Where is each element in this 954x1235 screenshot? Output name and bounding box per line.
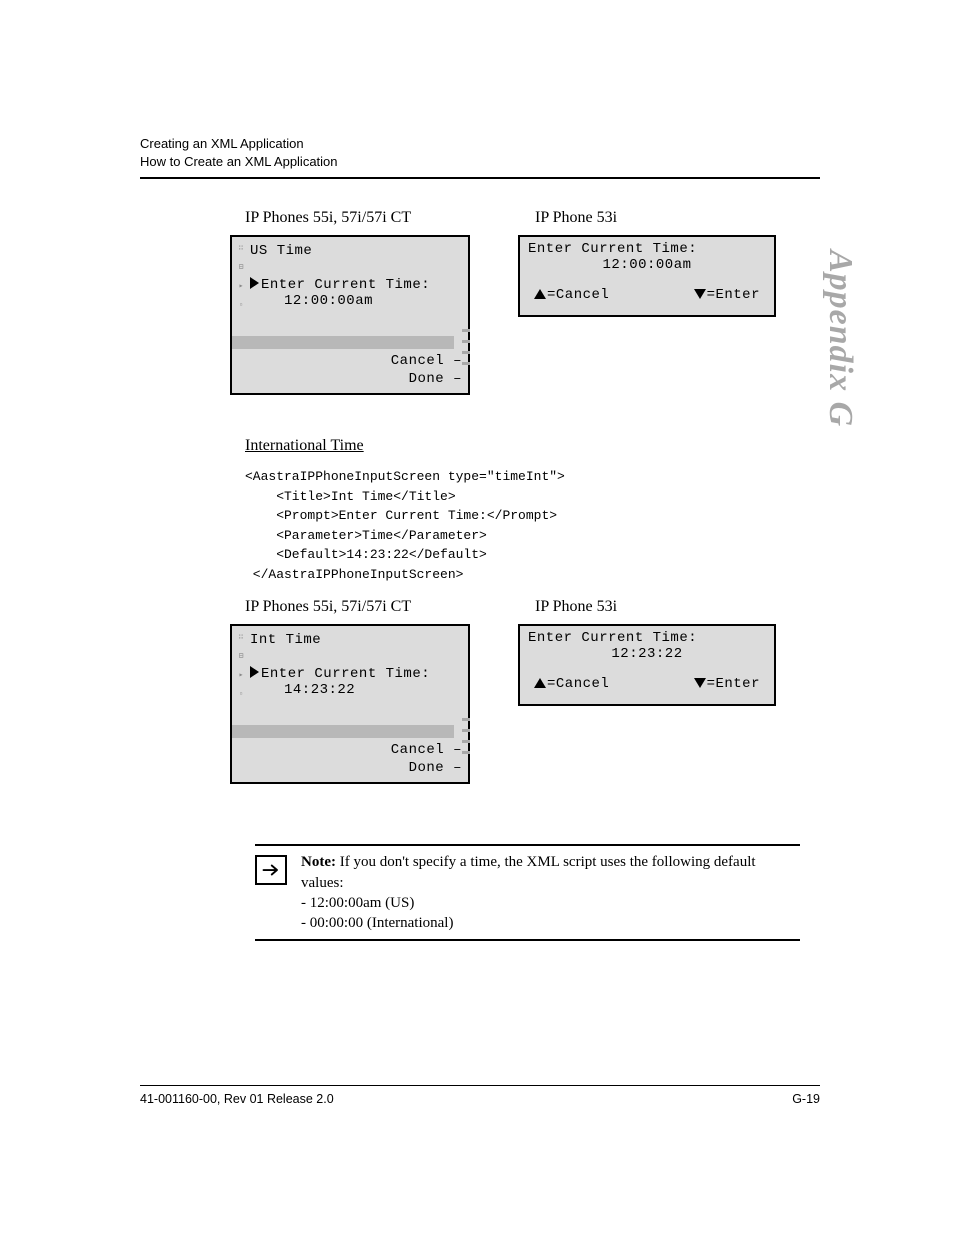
page-content: Creating an XML Application How to Creat…	[140, 135, 820, 941]
page-footer: 41-001160-00, Rev 01 Release 2.0 G-19	[140, 1085, 820, 1106]
edge-glyph: ∷	[232, 243, 250, 256]
lcd-band	[232, 725, 454, 738]
lcd-value: 12:00:00am	[284, 293, 464, 309]
nav-enter: =Enter	[694, 287, 760, 303]
label-53i: IP Phone 53i	[535, 598, 795, 616]
triangle-right-icon	[250, 277, 259, 289]
lcd-prompt: Enter Current Time:	[261, 666, 430, 682]
note-box: Note: If you don't specify a time, the X…	[255, 844, 800, 941]
edge-glyph: ▫	[232, 689, 250, 702]
lcd-band	[232, 336, 454, 349]
lcd-right-ticks	[462, 718, 470, 754]
triangle-down-icon	[694, 678, 706, 688]
lcd-left-edge: ∷ ⊟ ▸ ▫	[232, 237, 250, 393]
lcd53-line2: 12:23:22	[528, 646, 766, 662]
lcd-55i-intl: ∷ ⊟ ▸ ▫ Int Time Enter Current Time: 14:…	[230, 624, 470, 784]
note-label: Note:	[301, 854, 336, 870]
lcd-prompt-row: Enter Current Time:	[250, 277, 464, 293]
lcd-softkeys: Cancel – Done –	[391, 741, 462, 779]
footer-right: G-19	[792, 1092, 820, 1106]
footer-left: 41-001160-00, Rev 01 Release 2.0	[140, 1092, 334, 1106]
header-line2: How to Create an XML Application	[140, 153, 820, 171]
arrow-right-icon	[255, 855, 287, 885]
header-rule	[140, 177, 820, 179]
lcd53-nav: =Cancel =Enter	[528, 676, 766, 692]
running-header: Creating an XML Application How to Creat…	[140, 135, 820, 171]
footer-line: 41-001160-00, Rev 01 Release 2.0 G-19	[140, 1092, 820, 1106]
footer-rule	[140, 1085, 820, 1086]
lcd-left-edge: ∷ ⊟ ▸ ▫	[232, 626, 250, 782]
section1-phones: ∷ ⊟ ▸ ▫ US Time Enter Current Time: 12:0…	[230, 235, 820, 395]
lcd-main: Int Time Enter Current Time: 14:23:22 Ca…	[250, 626, 468, 782]
lcd-prompt: Enter Current Time:	[261, 277, 430, 293]
note-line1: Note: If you don't specify a time, the X…	[301, 852, 800, 893]
triangle-up-icon	[534, 289, 546, 299]
triangle-up-icon	[534, 678, 546, 688]
softkey-done: Done –	[391, 759, 462, 778]
lcd-title: Int Time	[250, 632, 464, 648]
lcd-55i-us: ∷ ⊟ ▸ ▫ US Time Enter Current Time: 12:0…	[230, 235, 470, 395]
note-text: Note: If you don't specify a time, the X…	[301, 852, 800, 933]
lcd-right-ticks	[462, 329, 470, 365]
lcd-title: US Time	[250, 243, 464, 259]
label-53i: IP Phone 53i	[535, 209, 795, 227]
edge-glyph: ⊟	[232, 651, 250, 664]
note-bullet1: - 12:00:00am (US)	[301, 893, 800, 913]
lcd53-line1: Enter Current Time:	[528, 630, 766, 646]
softkey-cancel: Cancel –	[391, 741, 462, 760]
edge-glyph: ⊟	[232, 262, 250, 275]
label-55i-57i: IP Phones 55i, 57i/57i CT	[245, 209, 525, 227]
lcd53-nav: =Cancel =Enter	[528, 287, 766, 303]
lcd-53i-intl: Enter Current Time: 12:23:22 =Cancel =En…	[518, 624, 776, 706]
section2-phones: ∷ ⊟ ▸ ▫ Int Time Enter Current Time: 14:…	[230, 624, 820, 784]
edge-glyph: ∷	[232, 632, 250, 645]
label-55i-57i: IP Phones 55i, 57i/57i CT	[245, 598, 525, 616]
lcd-53i-us: Enter Current Time: 12:00:00am =Cancel =…	[518, 235, 776, 317]
lcd53-line1: Enter Current Time:	[528, 241, 766, 257]
edge-glyph: ▸	[232, 281, 250, 294]
edge-glyph: ▫	[232, 300, 250, 313]
nav-enter: =Enter	[694, 676, 760, 692]
intl-code: <AastraIPPhoneInputScreen type="timeInt"…	[245, 467, 820, 584]
lcd53-line2: 12:00:00am	[528, 257, 766, 273]
side-tab: Appendix G	[821, 250, 859, 427]
softkey-done: Done –	[391, 370, 462, 389]
lcd-softkeys: Cancel – Done –	[391, 352, 462, 390]
nav-cancel: =Cancel	[534, 676, 609, 692]
note-bullet2: - 00:00:00 (International)	[301, 913, 800, 933]
lcd-prompt-row: Enter Current Time:	[250, 666, 464, 682]
triangle-down-icon	[694, 289, 706, 299]
intl-heading: International Time	[245, 437, 820, 455]
section1-labels: IP Phones 55i, 57i/57i CT IP Phone 53i	[245, 209, 820, 227]
nav-cancel: =Cancel	[534, 287, 609, 303]
softkey-cancel: Cancel –	[391, 352, 462, 371]
section2-labels: IP Phones 55i, 57i/57i CT IP Phone 53i	[245, 598, 820, 616]
header-line1: Creating an XML Application	[140, 135, 820, 153]
lcd-main: US Time Enter Current Time: 12:00:00am C…	[250, 237, 468, 393]
edge-glyph: ▸	[232, 670, 250, 683]
lcd-value: 14:23:22	[284, 682, 464, 698]
triangle-right-icon	[250, 666, 259, 678]
